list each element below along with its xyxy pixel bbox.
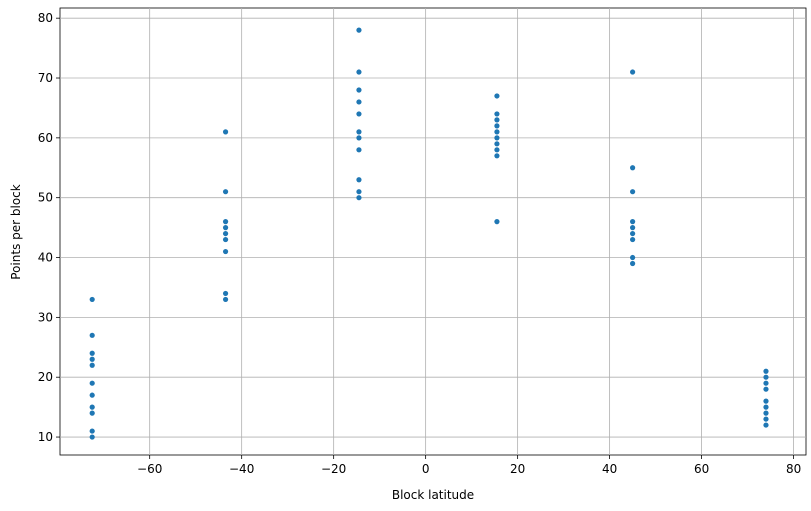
point bbox=[356, 69, 362, 75]
point bbox=[763, 374, 769, 380]
point bbox=[494, 129, 500, 135]
point bbox=[494, 117, 500, 123]
x-axis-label: Block latitude bbox=[392, 488, 474, 502]
y-tick-label: 20 bbox=[38, 370, 53, 384]
y-tick-label: 50 bbox=[38, 191, 53, 205]
point bbox=[494, 141, 500, 147]
x-tick-label: −20 bbox=[321, 462, 346, 476]
x-tick-label: 60 bbox=[694, 462, 709, 476]
point bbox=[222, 290, 229, 297]
y-axis-label: Points per block bbox=[9, 184, 23, 280]
x-tick-label: 20 bbox=[510, 462, 525, 476]
point bbox=[630, 230, 636, 237]
point bbox=[630, 236, 636, 243]
point bbox=[763, 416, 769, 422]
point bbox=[356, 135, 362, 141]
y-tick-label: 80 bbox=[38, 11, 53, 25]
point bbox=[89, 332, 95, 338]
point bbox=[356, 99, 362, 105]
point bbox=[222, 189, 229, 195]
point bbox=[494, 135, 500, 141]
x-tick-label: 80 bbox=[786, 462, 801, 476]
point bbox=[89, 380, 95, 386]
point bbox=[630, 69, 636, 75]
point bbox=[356, 129, 362, 135]
point bbox=[89, 356, 95, 362]
point bbox=[222, 129, 229, 135]
point bbox=[494, 153, 500, 159]
y-tick-label: 70 bbox=[38, 71, 53, 85]
y-tick-label: 10 bbox=[38, 430, 53, 444]
point bbox=[222, 248, 229, 255]
point bbox=[89, 392, 95, 398]
point bbox=[222, 225, 229, 231]
point bbox=[494, 123, 500, 129]
point bbox=[356, 111, 362, 117]
point bbox=[763, 398, 769, 404]
point bbox=[494, 93, 500, 99]
point bbox=[222, 230, 229, 237]
x-tick-label: 40 bbox=[602, 462, 617, 476]
point bbox=[630, 189, 636, 195]
point bbox=[89, 410, 95, 416]
point bbox=[356, 147, 362, 153]
point bbox=[356, 189, 362, 195]
x-tick-label: −40 bbox=[229, 462, 254, 476]
point bbox=[356, 195, 362, 201]
x-tick-label: −60 bbox=[137, 462, 162, 476]
plot-frame bbox=[59, 7, 807, 456]
point bbox=[494, 219, 500, 225]
y-tick-label: 60 bbox=[38, 131, 53, 145]
point bbox=[630, 260, 636, 267]
point bbox=[763, 422, 769, 428]
point bbox=[89, 428, 95, 434]
point bbox=[89, 404, 95, 410]
point bbox=[89, 362, 95, 368]
point bbox=[763, 368, 769, 374]
point bbox=[630, 219, 636, 225]
point bbox=[763, 386, 769, 392]
point bbox=[356, 177, 362, 183]
point bbox=[89, 296, 95, 303]
point bbox=[630, 225, 636, 231]
point bbox=[89, 350, 95, 356]
y-tick-label: 30 bbox=[38, 310, 53, 324]
point bbox=[763, 404, 769, 410]
point bbox=[356, 27, 362, 33]
point bbox=[222, 236, 229, 243]
point bbox=[494, 111, 500, 117]
point bbox=[763, 380, 769, 386]
point bbox=[630, 165, 636, 171]
point bbox=[494, 147, 500, 153]
point bbox=[89, 434, 95, 440]
point bbox=[222, 219, 229, 225]
point bbox=[630, 254, 636, 261]
point bbox=[222, 296, 229, 303]
x-tick-label: 0 bbox=[422, 462, 430, 476]
point bbox=[763, 410, 769, 416]
y-tick-label: 40 bbox=[38, 251, 53, 265]
point bbox=[356, 87, 362, 93]
